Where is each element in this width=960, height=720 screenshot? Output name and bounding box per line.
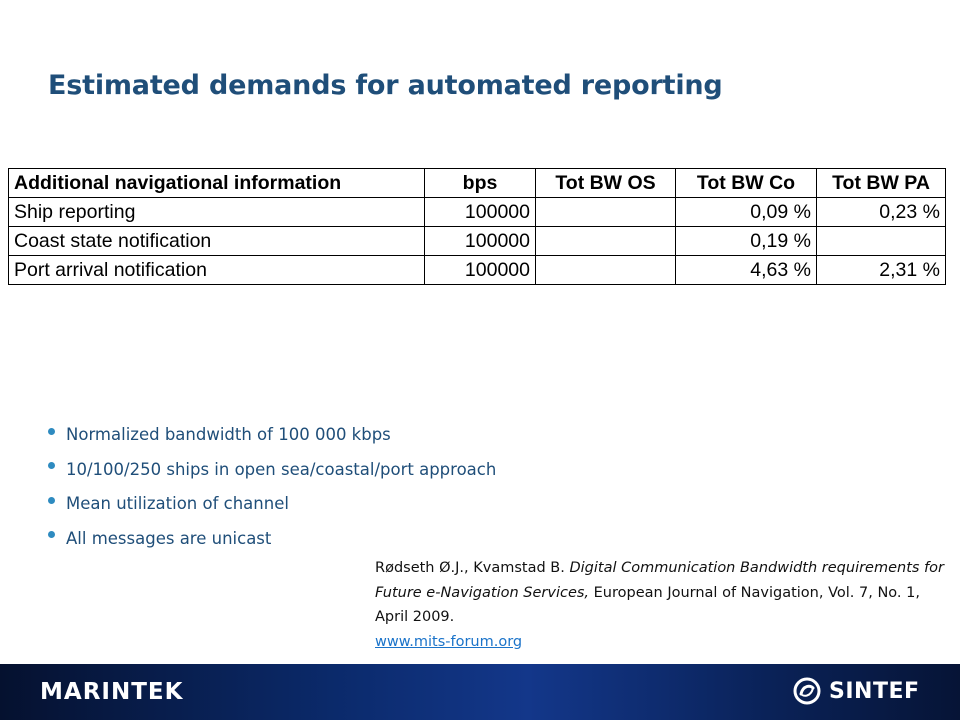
- cell-name: Ship reporting: [8, 197, 425, 227]
- bullet-text: 10/100/250 ships in open sea/coastal/por…: [66, 459, 497, 479]
- reference-title: Digital Communication Bandwidth requirem…: [375, 560, 944, 601]
- cell-bps: 100000: [424, 197, 536, 227]
- cell-tot-bw-os: [535, 226, 676, 256]
- header-tot-bw-pa: Tot BW PA: [816, 168, 946, 198]
- reference-link[interactable]: www.mits-forum.org: [375, 633, 523, 650]
- cell-name: Coast state notification: [8, 226, 425, 256]
- cell-tot-bw-pa: 2,31 %: [816, 255, 946, 285]
- sintef-logo-text: SINTEF: [829, 678, 920, 704]
- cell-name: Port arrival notification: [8, 255, 425, 285]
- cell-tot-bw-pa: 0,23 %: [816, 197, 946, 227]
- bandwidth-table: Additional navigational information bps …: [8, 168, 946, 285]
- list-item: Mean utilization of channel: [48, 487, 496, 522]
- bullet-dot-icon: [48, 462, 55, 470]
- reference-authors: Rødseth Ø.J., Kvamstad B.: [375, 560, 570, 576]
- bullet-list: Normalized bandwidth of 100 000 kbps 10/…: [48, 418, 496, 556]
- sintef-logo: SINTEF: [793, 675, 920, 707]
- table-header-row: Additional navigational information bps …: [8, 168, 946, 198]
- cell-bps: 100000: [424, 226, 536, 256]
- list-item: All messages are unicast: [48, 522, 496, 557]
- sintef-swirl-icon: [793, 677, 821, 705]
- table-row: Ship reporting 100000 0,09 % 0,23 %: [8, 197, 946, 227]
- header-tot-bw-co: Tot BW Co: [675, 168, 817, 198]
- table-row: Coast state notification 100000 0,19 %: [8, 226, 946, 256]
- cell-bps: 100000: [424, 255, 536, 285]
- header-bps: bps: [424, 168, 536, 198]
- bullet-text: Mean utilization of channel: [66, 494, 289, 514]
- marintek-logo: MARINTEK: [40, 679, 184, 705]
- cell-tot-bw-co: 0,09 %: [675, 197, 817, 227]
- slide-title: Estimated demands for automated reportin…: [48, 70, 723, 101]
- list-item: Normalized bandwidth of 100 000 kbps: [48, 418, 496, 453]
- bullet-text: All messages are unicast: [66, 528, 272, 548]
- bullet-dot-icon: [48, 531, 55, 539]
- list-item: 10/100/250 ships in open sea/coastal/por…: [48, 453, 496, 488]
- bullet-dot-icon: [48, 496, 55, 504]
- table-row: Port arrival notification 100000 4,63 % …: [8, 255, 946, 285]
- header-tot-bw-os: Tot BW OS: [535, 168, 676, 198]
- cell-tot-bw-pa: [816, 226, 946, 256]
- bullet-text: Normalized bandwidth of 100 000 kbps: [66, 425, 391, 445]
- reference-journal: European Journal of Navigation, Vol. 7, …: [375, 584, 920, 626]
- cell-tot-bw-co: 4,63 %: [675, 255, 817, 285]
- cell-tot-bw-os: [535, 197, 676, 227]
- reference-citation: Rødseth Ø.J., Kvamstad B. Digital Commun…: [375, 556, 950, 654]
- bullet-dot-icon: [48, 427, 55, 435]
- cell-tot-bw-os: [535, 255, 676, 285]
- header-additional-info: Additional navigational information: [8, 168, 425, 198]
- cell-tot-bw-co: 0,19 %: [675, 226, 817, 256]
